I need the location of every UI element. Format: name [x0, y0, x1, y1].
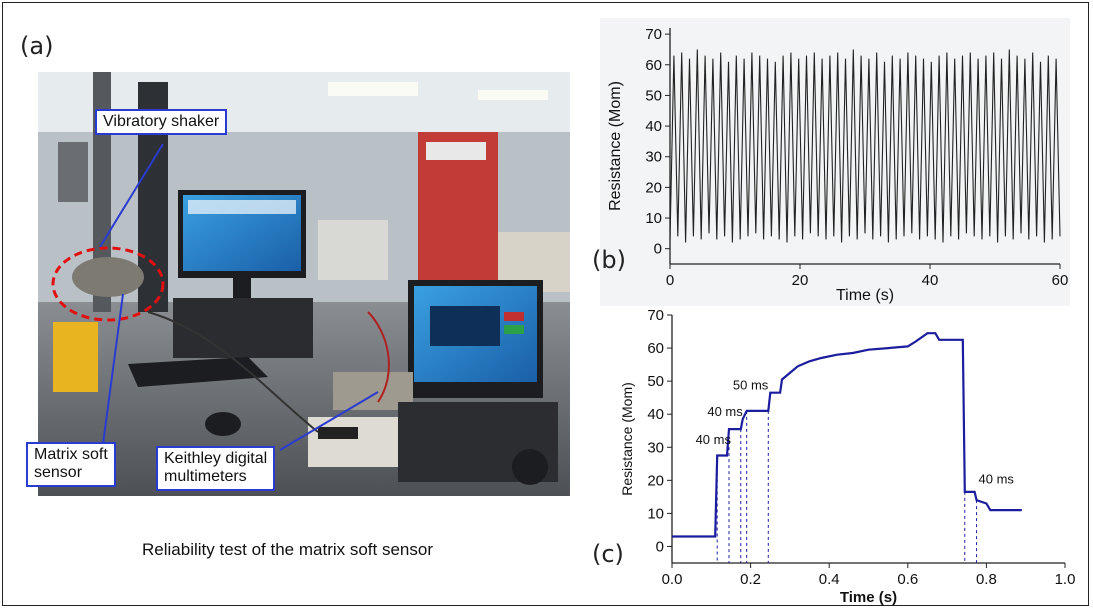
- callout-vibratory-shaker: Vibratory shaker: [95, 109, 228, 136]
- x-tick-label: 0.0: [662, 571, 683, 588]
- y-tick-label: 40: [647, 406, 664, 423]
- keithley-multimeter: [308, 417, 413, 467]
- annotation-label: 50 ms: [733, 377, 769, 392]
- y-tick-label: 70: [645, 26, 662, 43]
- panel-label-c: (c): [592, 540, 624, 568]
- shaker-plate: [72, 257, 144, 297]
- y-tick-label: 60: [645, 57, 662, 74]
- x-tick-label: 0.4: [819, 571, 840, 588]
- yellow-device: [53, 322, 98, 392]
- sensor-pointer: [102, 293, 124, 445]
- y-tick-label: 20: [647, 472, 664, 489]
- x-tick-label: 0: [666, 272, 674, 289]
- callout-multimeter-line2: multimeters: [164, 468, 247, 486]
- callout-sensor-line2: sensor: [34, 464, 83, 482]
- y-tick-label: 70: [647, 307, 664, 324]
- x-tick-label: 0.2: [740, 571, 761, 588]
- x-tick-label: 0.6: [897, 571, 918, 588]
- annotation-label: 40 ms: [696, 432, 732, 447]
- x-tick-label: 20: [792, 272, 809, 289]
- y-tick-label: 50: [647, 373, 664, 390]
- x-tick-label: 40: [922, 272, 939, 289]
- y-axis-label: Resistance (Mom): [619, 382, 635, 496]
- x-tick-label: 1.0: [1055, 571, 1076, 588]
- x-tick-label: 60: [1052, 272, 1069, 289]
- x-axis-label: Time (s): [836, 287, 894, 304]
- x-tick-label: 0.8: [976, 571, 997, 588]
- callout-sensor-line1: Matrix soft: [34, 446, 108, 463]
- y-tick-label: 50: [645, 87, 662, 104]
- y-tick-label: 0: [656, 538, 664, 555]
- y-tick-label: 60: [647, 340, 664, 357]
- equipment-box: [318, 220, 388, 280]
- x-axis-label: Time (s): [840, 589, 897, 605]
- keyboard: [128, 357, 268, 387]
- multimeter-pointer: [279, 391, 379, 451]
- shaker-head: [58, 142, 88, 202]
- mouse: [205, 412, 241, 436]
- y-tick-label: 30: [647, 439, 664, 456]
- callout-multimeter-line1: Keithley digital: [164, 450, 268, 467]
- lab-photo: [38, 72, 570, 496]
- callout-matrix-soft-sensor: Matrix soft sensor: [26, 442, 116, 487]
- y-tick-label: 10: [645, 210, 662, 227]
- y-tick-label: 0: [654, 241, 662, 258]
- y-tick-label: 30: [645, 149, 662, 166]
- y-tick-label: 40: [645, 118, 662, 135]
- ceiling-light: [328, 82, 418, 96]
- sensor-highlight-ellipse: [51, 246, 165, 322]
- callout-keithley-multimeters: Keithley digital multimeters: [156, 446, 276, 491]
- callout-shaker-text: Vibratory shaker: [103, 113, 220, 130]
- chart-b: 0 10 20 30 40 50 60 70 0 20 40 60 Resistance (Mom) Ti…: [600, 18, 1070, 306]
- y-axis-label: Resistance (Mom): [607, 81, 624, 211]
- panel-label-b: (b): [592, 246, 626, 274]
- y-tick-label: 10: [647, 505, 664, 522]
- pc-tower: [173, 298, 313, 358]
- y-tick-label: 20: [645, 179, 662, 196]
- series-line-resistance: [669, 49, 1061, 243]
- series-line-resistance: [672, 332, 1022, 538]
- panel-label-a: (a): [20, 32, 54, 60]
- ceiling-light: [478, 90, 548, 100]
- shaker-pointer: [99, 143, 164, 248]
- chart-c: 0 10 20 30 40 50 60 70 0.0 0.2 0.4 0.6 0.8 1.0 40 ms 40…: [619, 307, 1076, 605]
- annotation-label: 40 ms: [707, 404, 743, 419]
- lab-photo-illustration: [38, 72, 570, 496]
- annotation-label: 40 ms: [979, 472, 1015, 487]
- photo-caption: Reliability test of the matrix soft sens…: [142, 540, 434, 559]
